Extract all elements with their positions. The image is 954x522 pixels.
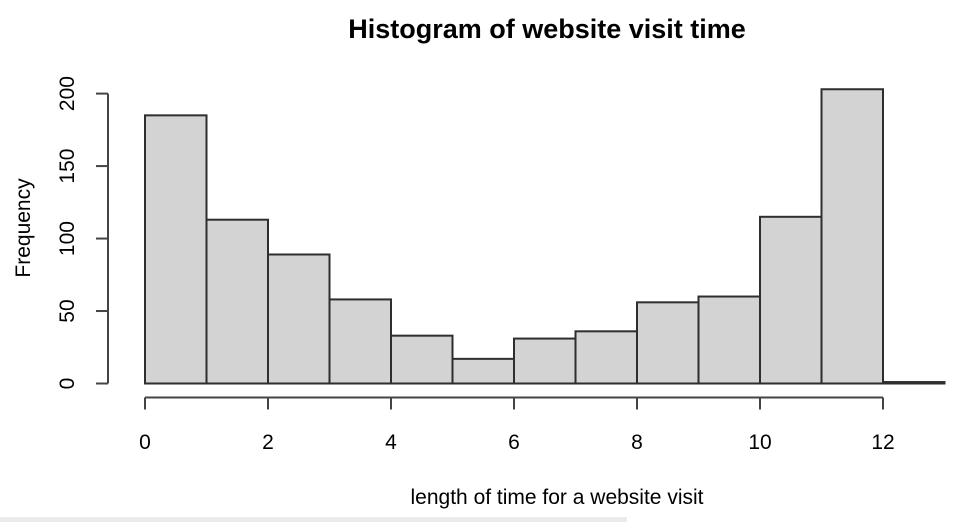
y-axis: 0 50 100 150 200 (56, 76, 109, 390)
x-tick-label: 12 (871, 431, 894, 454)
y-tick-label: 100 (56, 221, 79, 256)
histogram-bar-10-11 (759, 215, 823, 385)
y-axis-label: Frequency (12, 178, 35, 278)
histogram-bar-4-5 (390, 334, 454, 385)
histogram-bar-12-13 (882, 381, 946, 385)
x-tick-label: 2 (262, 431, 274, 454)
histogram-bar-5-6 (451, 357, 515, 385)
histogram-bar-1-2 (205, 218, 269, 385)
histogram-bar-3-4 (328, 298, 392, 385)
x-axis-label: length of time for a website visit (411, 486, 704, 509)
histogram-bar-0-1 (144, 114, 208, 385)
histogram-bar-8-9 (636, 301, 700, 385)
x-tick-label: 4 (385, 431, 397, 454)
x-tick-label: 0 (139, 431, 151, 454)
histogram-bars (144, 88, 946, 385)
window-edge-artifact (0, 517, 627, 522)
x-tick-label: 6 (508, 431, 520, 454)
x-tick-label: 8 (631, 431, 643, 454)
x-tick-label: 10 (748, 431, 771, 454)
y-tick-label: 150 (56, 149, 79, 184)
y-tick-label: 0 (56, 378, 79, 390)
histogram-bar-7-8 (574, 330, 638, 385)
histogram-bar-9-10 (697, 295, 761, 385)
y-tick-label: 200 (56, 76, 79, 111)
histogram-bar-11-12 (820, 88, 884, 385)
histogram-bar-2-3 (267, 253, 331, 385)
y-tick-label: 50 (56, 299, 79, 322)
x-axis: 0 2 4 6 8 10 12 (139, 396, 895, 454)
histogram-bar-6-7 (513, 337, 577, 385)
chart-title: Histogram of website visit time (348, 14, 746, 44)
